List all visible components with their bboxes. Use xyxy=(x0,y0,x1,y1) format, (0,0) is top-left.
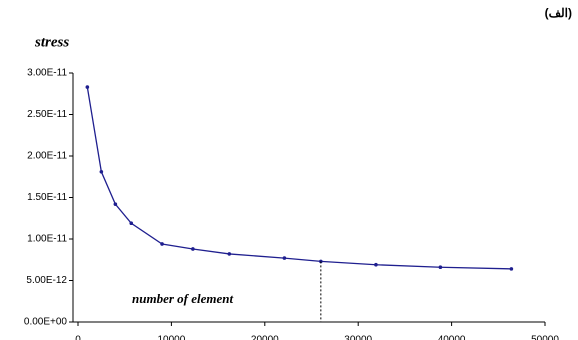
y-tick-label: 0.00E+00 xyxy=(24,317,68,328)
y-tick-label: 1.00E-11 xyxy=(27,234,67,245)
point xyxy=(374,262,378,267)
y-tick-label: 5.00E-12 xyxy=(26,275,67,286)
panel-label: (الف) xyxy=(545,6,572,20)
point xyxy=(129,221,134,226)
point xyxy=(99,169,104,174)
point xyxy=(227,252,232,256)
point xyxy=(191,247,195,251)
y-tick-label: 2.50E-11 xyxy=(27,109,67,120)
point xyxy=(85,85,90,89)
point xyxy=(509,267,514,271)
x-tick-label: 0 xyxy=(75,335,81,340)
x-tick-label: 10000 xyxy=(157,335,185,340)
point xyxy=(160,242,164,246)
y-tick-label: 2.00E-11 xyxy=(27,151,67,162)
y-tick-label: 3.00E-11 xyxy=(27,68,67,79)
x-axis-title: number of element xyxy=(132,291,233,306)
line xyxy=(86,87,512,270)
point xyxy=(113,202,118,206)
point xyxy=(282,256,287,260)
x-tick-label: 30000 xyxy=(344,335,372,340)
y-tick-label: 1.50E-11 xyxy=(27,192,67,203)
x-tick-label: 50000 xyxy=(531,335,559,340)
point xyxy=(438,265,443,270)
x-tick-label: 40000 xyxy=(438,335,466,340)
y-axis-title: stress xyxy=(34,34,69,50)
x-tick-label: 20000 xyxy=(251,335,279,340)
